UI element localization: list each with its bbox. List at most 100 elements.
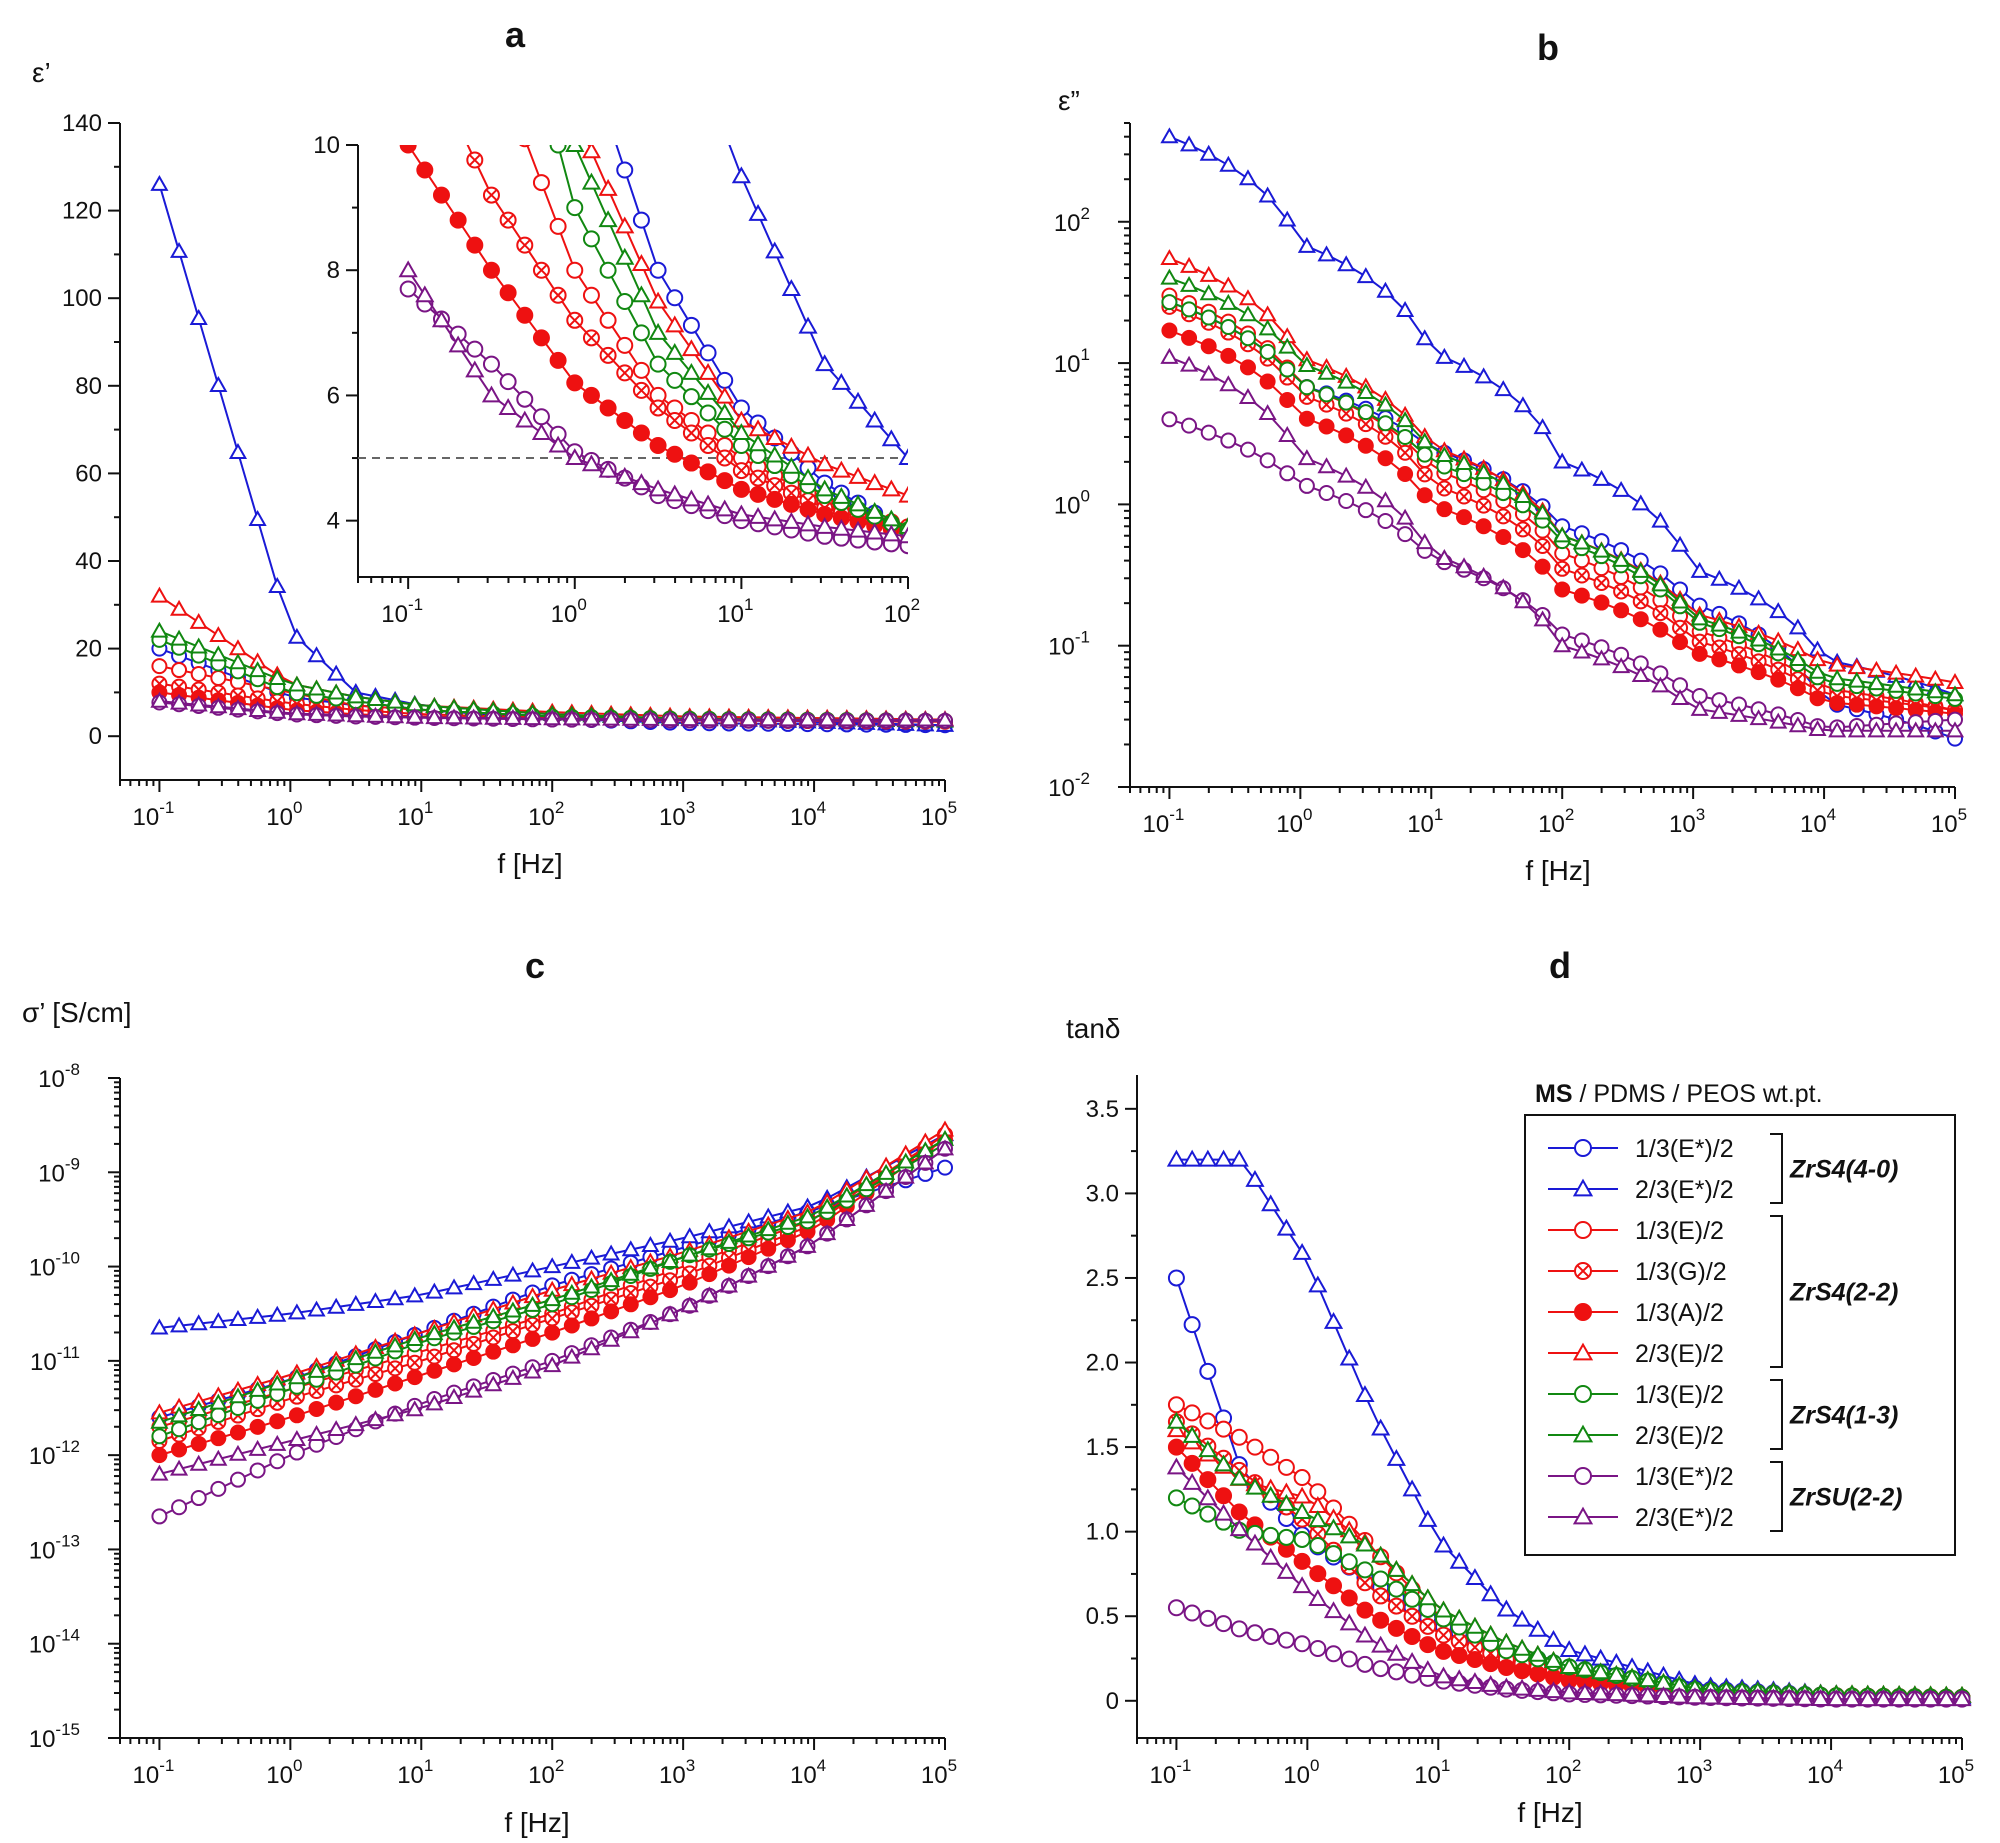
panel-c-ytick-label-base: 10: [30, 1349, 57, 1376]
panel-c-point-s10: [444, 1388, 464, 1404]
panel-b-point-s10: [1179, 355, 1199, 372]
panel-b-point-s4: [1554, 560, 1571, 577]
panel-c-point-s5: [779, 1232, 796, 1249]
panel-c-point-s8: [759, 1220, 778, 1237]
panel-b-point-s2: [1415, 329, 1434, 346]
inset-point-s2: [684, 37, 700, 51]
panel-d-point-s9: [1167, 1599, 1185, 1617]
panel-b-point-s7: [1357, 404, 1374, 421]
panel-a-ytick-label: 80: [75, 373, 102, 400]
panel-a-xtick-label: 102: [528, 798, 564, 831]
inset-point-s7: [682, 388, 700, 406]
inset-point-s2: [717, 125, 733, 139]
panel-c-title: c: [525, 945, 545, 986]
panel-c-ytick-label-exp: -10: [55, 1249, 80, 1268]
panel-a-point-s10: [700, 710, 719, 727]
inset-point-s6: [698, 362, 718, 380]
panel-c-point-s8: [818, 1197, 837, 1214]
panel-d-point-s6: [1166, 1420, 1187, 1438]
panel-c-ytick-label-exp: -14: [55, 1626, 80, 1645]
panel-d-point-s3: [1262, 1448, 1280, 1466]
panel-b-point-s4-cross-b: [1576, 570, 1588, 581]
panel-b-point-s5: [1730, 657, 1747, 674]
legend-group-label: ZrS4(1-3): [1789, 1402, 1898, 1430]
panel-a-point-s10: [327, 705, 346, 722]
panel-d-xtick-label: 101: [1414, 1756, 1450, 1789]
panel-a-point-s10: [444, 708, 464, 725]
panel-b-point-s2: [1729, 578, 1749, 595]
panel-a-point-s10: [562, 709, 581, 726]
legend-entry-s6: 2/3(E)/2: [1548, 1340, 1724, 1368]
inset-point-s4: [766, 477, 784, 495]
inset-point-s6: [798, 445, 818, 463]
inset-point-s10: [681, 489, 701, 507]
panel-c-point-s4: [347, 1371, 364, 1388]
panel-a-point-s3: [190, 666, 207, 683]
inset-point-s1: [716, 371, 734, 389]
panel-d-point-s10: [1858, 1689, 1878, 1707]
panel-c-xtick-label-exp: 2: [555, 1756, 564, 1775]
panel-b-point-s8: [1356, 383, 1375, 400]
panel-c-point-s4-cross-b: [311, 1385, 322, 1397]
panel-d-point-s5: [1167, 1438, 1185, 1456]
panel-d-point-s4: [1435, 1626, 1453, 1644]
panel-d-point-s8: [1543, 1650, 1564, 1668]
panel-c-point-s5: [229, 1424, 246, 1441]
panel-c-point-s8: [896, 1152, 915, 1169]
inset-point-s4: [649, 399, 667, 417]
panel-c-point-s4-cross-b: [625, 1287, 637, 1299]
panel-c-point-s8: [602, 1271, 621, 1288]
panel-b-point-s4-cross-b: [1380, 431, 1391, 443]
panel-d-xtick-label-exp: 0: [1310, 1756, 1319, 1775]
panel-b-point-s5: [1593, 594, 1610, 611]
panel-b-point-s2: [1572, 460, 1591, 477]
panel-a-point-s2: [228, 443, 248, 459]
panel-c-xtick-label-base: 10: [133, 1762, 160, 1789]
panel-b-point-s5: [1279, 391, 1296, 408]
inset-point-s5: [782, 495, 800, 513]
panel-d-point-s9: [1356, 1655, 1374, 1673]
panel-d-point-s5: [1482, 1655, 1500, 1673]
panel-c-point-s2: [464, 1274, 483, 1291]
panel-c-xtick-label-exp: 1: [424, 1756, 433, 1775]
inset-point-s6: [715, 386, 735, 404]
panel-d-point-s8: [1182, 1426, 1202, 1443]
panel-b-point-s10: [1828, 721, 1847, 738]
panel-a-point-s10: [169, 693, 189, 710]
inset-point-s7: [616, 293, 634, 311]
panel-a-point-s2: [327, 664, 346, 681]
panel-b-point-s2: [1769, 602, 1788, 619]
panel-c-point-s8: [543, 1290, 562, 1307]
inset-point-s10: [465, 360, 485, 378]
panel-b-point-s7: [1181, 301, 1198, 318]
panel-a-point-s6: [150, 586, 169, 603]
inset-series-s8: [565, 145, 908, 534]
panel-d-point-s10: [1433, 1666, 1454, 1684]
panel-d-point-s9: [1309, 1639, 1327, 1657]
panel-b-point-s9: [1161, 411, 1178, 428]
panel-d-point-s10: [1905, 1689, 1925, 1707]
panel-d-point-s4: [1419, 1617, 1437, 1635]
panel-a-point-s8: [248, 661, 267, 678]
panel-c-point-s4: [544, 1310, 561, 1327]
inset-xtick-label-exp: 1: [744, 595, 753, 614]
inset-point-s4-cross-b: [702, 439, 714, 452]
inset-point-s10: [581, 454, 602, 472]
inset-point-s6: [615, 216, 635, 234]
panel-c-ytick-label: 10-9: [38, 1154, 80, 1187]
panel-c-point-s5: [288, 1407, 305, 1424]
panel-d-point-s8: [1323, 1518, 1344, 1536]
panel-c-point-s8: [523, 1295, 542, 1312]
panel-a-point-s10: [837, 710, 856, 727]
panel-c-point-s2: [425, 1282, 444, 1299]
panel-a-point-s10: [287, 704, 306, 721]
panel-c-point-s9: [190, 1490, 207, 1507]
inset-point-s4: [732, 462, 750, 480]
panel-d-xtick-label-exp: 4: [1834, 1756, 1843, 1775]
inset-point-s5: [516, 306, 534, 324]
panel-b-point-s8: [1199, 284, 1218, 301]
panel-d-point-s10: [1481, 1674, 1501, 1692]
inset-point-s1: [682, 316, 700, 334]
inset-point-s8: [798, 468, 818, 486]
panel-b-point-s5: [1161, 322, 1178, 339]
